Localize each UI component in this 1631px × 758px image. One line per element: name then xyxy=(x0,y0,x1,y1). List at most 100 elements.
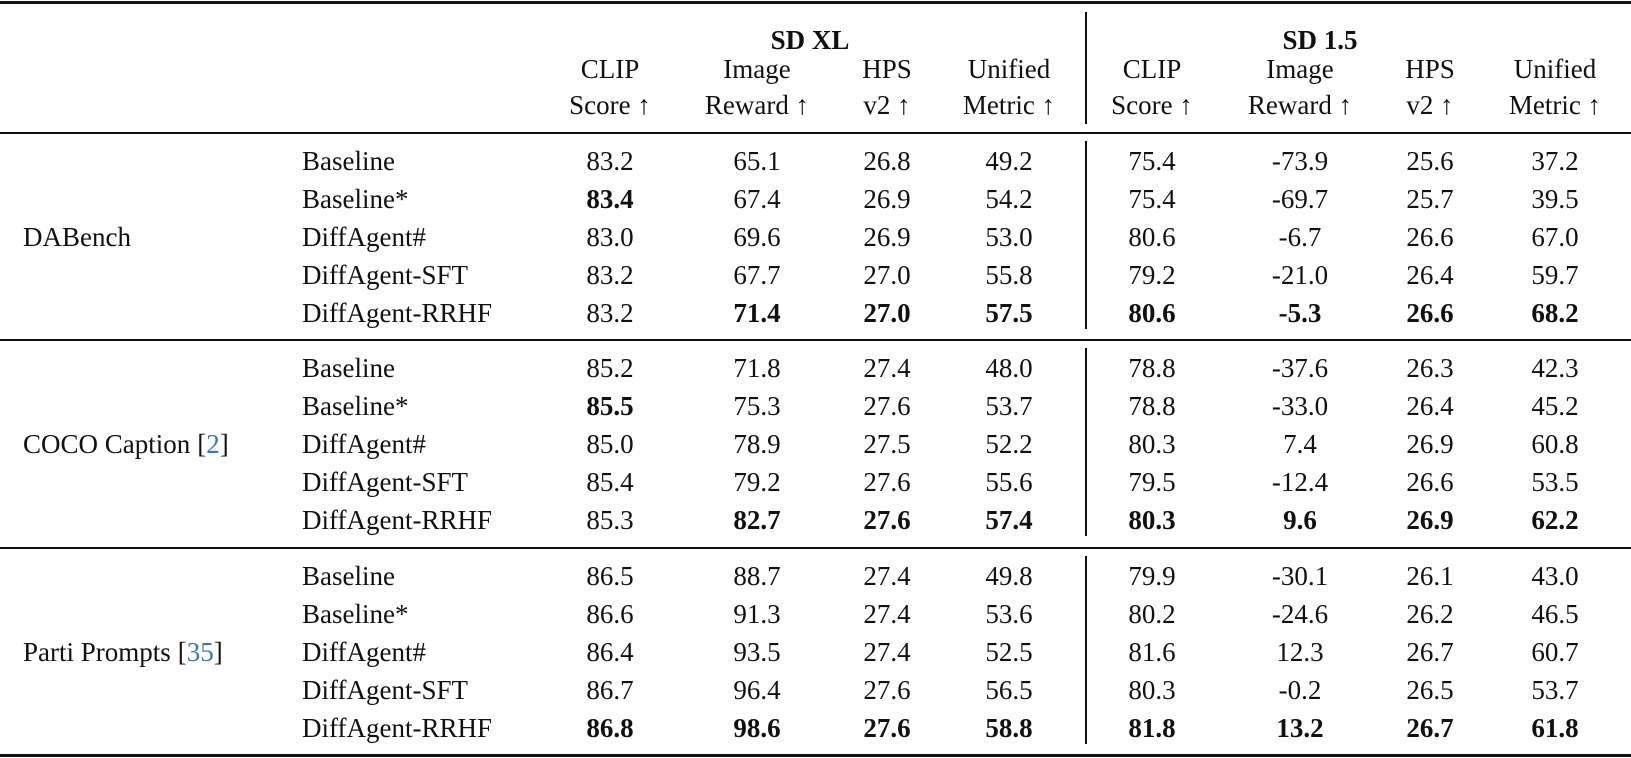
dataset-label: DABench xyxy=(23,222,131,252)
cell: 7.4 xyxy=(1283,429,1317,459)
method-label: Baseline* xyxy=(302,391,409,421)
cell: 59.7 xyxy=(1531,260,1579,290)
cell: 12.3 xyxy=(1276,637,1324,667)
method-label: Baseline xyxy=(302,353,395,383)
citation: [35] xyxy=(177,637,223,667)
cell: 48.0 xyxy=(985,353,1033,383)
cell: 26.9 xyxy=(1406,429,1454,459)
column-header: Reward ↑ xyxy=(704,90,810,120)
cell: 46.5 xyxy=(1531,599,1579,629)
cell: 25.6 xyxy=(1406,146,1454,176)
cell: 39.5 xyxy=(1531,184,1579,214)
cell: 80.3 xyxy=(1128,505,1176,535)
cell: 26.9 xyxy=(1406,505,1454,535)
cell: 60.8 xyxy=(1531,429,1579,459)
cell: -69.7 xyxy=(1271,184,1329,214)
column-header: Unified xyxy=(1513,54,1597,84)
cell: 80.6 xyxy=(1128,298,1176,328)
column-header: CLIP xyxy=(580,54,640,84)
method-label: DiffAgent# xyxy=(302,637,426,667)
cell: 96.4 xyxy=(733,675,781,705)
cell: 85.0 xyxy=(586,429,634,459)
cell: 83.2 xyxy=(586,298,634,328)
column-header: Image xyxy=(723,54,791,84)
cell: 27.6 xyxy=(863,505,911,535)
cell: 80.3 xyxy=(1128,429,1176,459)
column-header: Metric ↑ xyxy=(962,90,1056,120)
group-rule xyxy=(0,339,1631,341)
cell: -5.3 xyxy=(1278,298,1322,328)
cell: 26.6 xyxy=(1406,222,1454,252)
cell: 93.5 xyxy=(733,637,781,667)
column-divider xyxy=(1085,556,1087,744)
column-header: Score ↑ xyxy=(1111,90,1193,120)
cell: 67.7 xyxy=(733,260,781,290)
cell: 27.5 xyxy=(863,429,911,459)
cell: 78.8 xyxy=(1128,353,1176,383)
header-rule xyxy=(0,132,1631,134)
method-label: DiffAgent-RRHF xyxy=(302,298,493,328)
dataset-label: Parti Prompts [35] xyxy=(23,637,223,667)
bottom-rule xyxy=(0,754,1631,757)
cell: 80.2 xyxy=(1128,599,1176,629)
column-header: HPS xyxy=(1405,54,1455,84)
method-label: DiffAgent-RRHF xyxy=(302,505,493,535)
column-header: Score ↑ xyxy=(569,90,651,120)
cell: 81.6 xyxy=(1128,637,1176,667)
cell: 53.6 xyxy=(985,599,1033,629)
column-divider xyxy=(1085,12,1087,124)
cell: 82.7 xyxy=(733,505,781,535)
cell: 49.2 xyxy=(985,146,1033,176)
cell: 52.2 xyxy=(985,429,1033,459)
cell: -21.0 xyxy=(1271,260,1329,290)
cell: 83.2 xyxy=(586,260,634,290)
group-rule xyxy=(0,547,1631,549)
cell: 43.0 xyxy=(1531,561,1579,591)
cell: 27.6 xyxy=(863,391,911,421)
cell: 85.3 xyxy=(586,505,634,535)
cell: 49.8 xyxy=(985,561,1033,591)
column-header: Unified xyxy=(967,54,1051,84)
cell: 27.4 xyxy=(863,561,911,591)
dataset-label: COCO Caption [2] xyxy=(23,429,229,459)
cell: 79.2 xyxy=(733,467,781,497)
cell: 83.4 xyxy=(586,184,634,214)
cell: 86.4 xyxy=(586,637,634,667)
cell: 62.2 xyxy=(1531,505,1579,535)
cell: 80.6 xyxy=(1128,222,1176,252)
cell: 98.6 xyxy=(733,713,781,743)
cell: 69.6 xyxy=(733,222,781,252)
cell: 54.2 xyxy=(985,184,1033,214)
cell: 27.6 xyxy=(863,713,911,743)
cell: 57.5 xyxy=(985,298,1033,328)
cell: -33.0 xyxy=(1271,391,1329,421)
column-group-header: SD 1.5 xyxy=(1282,25,1358,55)
cell: 26.6 xyxy=(1406,467,1454,497)
cell: 26.7 xyxy=(1406,637,1454,667)
column-group-header: SD XL xyxy=(770,25,850,55)
cell: 78.8 xyxy=(1128,391,1176,421)
cell: 65.1 xyxy=(733,146,781,176)
cell: 80.3 xyxy=(1128,675,1176,705)
method-label: DiffAgent# xyxy=(302,429,426,459)
method-label: Baseline* xyxy=(302,184,409,214)
cell: 53.5 xyxy=(1531,467,1579,497)
column-header: HPS xyxy=(862,54,912,84)
cell: 26.6 xyxy=(1406,298,1454,328)
method-label: DiffAgent-RRHF xyxy=(302,713,493,743)
cell: 81.8 xyxy=(1128,713,1176,743)
cell: 27.0 xyxy=(863,260,911,290)
cell: 26.4 xyxy=(1406,260,1454,290)
cell: 26.4 xyxy=(1406,391,1454,421)
cell: 27.4 xyxy=(863,599,911,629)
cell: 86.7 xyxy=(586,675,634,705)
method-label: DiffAgent-SFT xyxy=(302,467,468,497)
method-label: DiffAgent# xyxy=(302,222,426,252)
cell: 86.6 xyxy=(586,599,634,629)
cell: 68.2 xyxy=(1531,298,1579,328)
cell: 88.7 xyxy=(733,561,781,591)
cell: 56.5 xyxy=(985,675,1033,705)
column-header: Image xyxy=(1266,54,1334,84)
cell: 71.4 xyxy=(733,298,781,328)
